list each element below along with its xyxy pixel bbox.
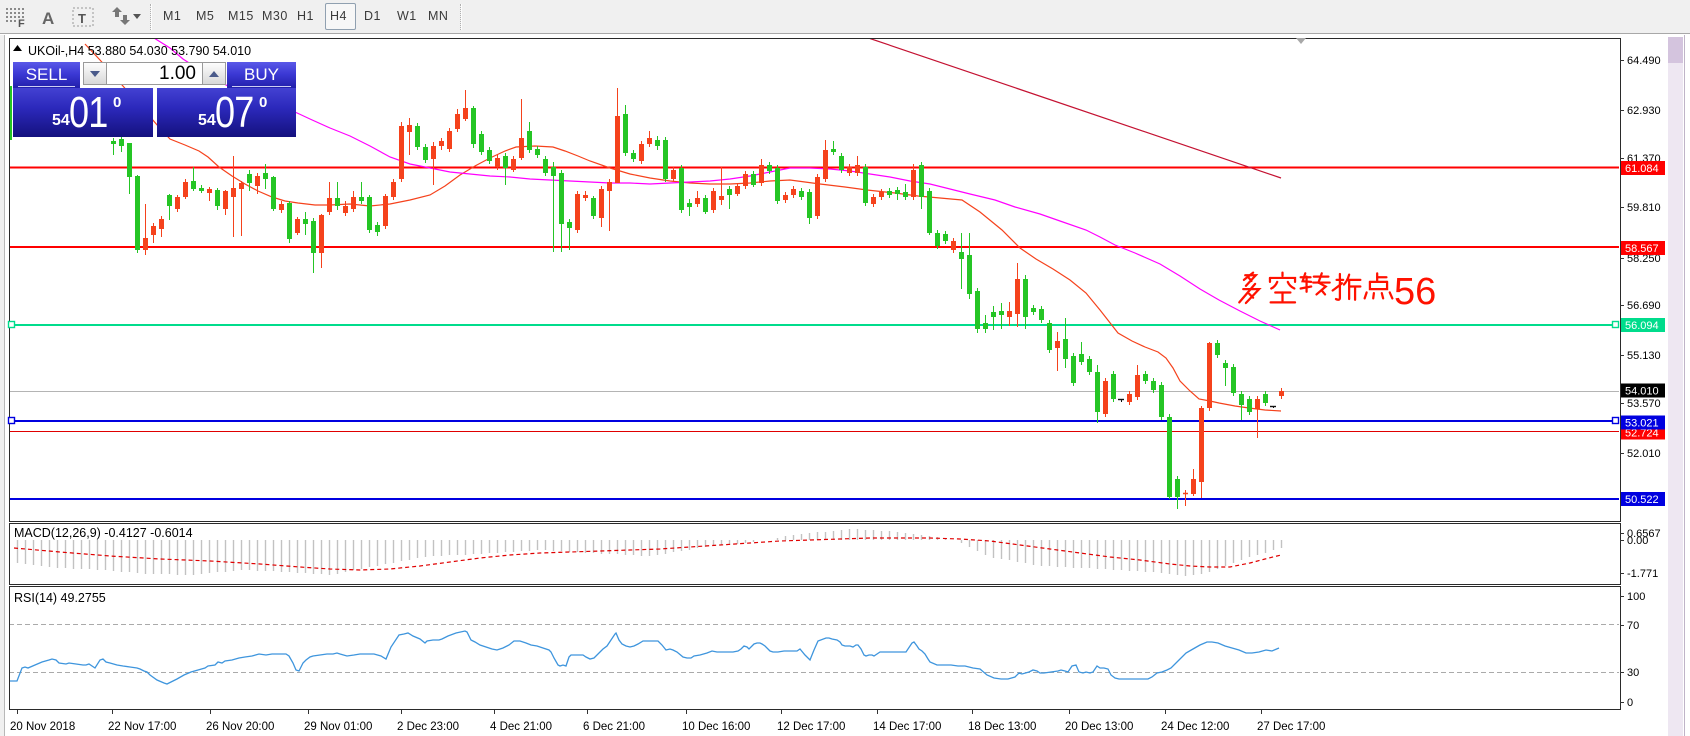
svg-text:0: 0 — [1627, 697, 1633, 709]
svg-text:54.010: 54.010 — [1625, 386, 1659, 398]
svg-text:29 Nov 01:00: 29 Nov 01:00 — [304, 721, 372, 733]
svg-text:58.567: 58.567 — [1625, 243, 1659, 255]
svg-text:24 Dec 12:00: 24 Dec 12:00 — [1161, 721, 1229, 733]
svg-text:0.00: 0.00 — [1627, 535, 1648, 547]
svg-text:RSI(14) 49.2755: RSI(14) 49.2755 — [14, 591, 106, 605]
svg-text:50.522: 50.522 — [1625, 494, 1659, 506]
svg-text:14 Dec 17:00: 14 Dec 17:00 — [873, 721, 941, 733]
svg-text:UKOil-,H4 53.880 54.030 53.79: UKOil-,H4 53.880 54.030 53.790 54.010 — [28, 44, 251, 58]
svg-text:52.724: 52.724 — [1625, 428, 1659, 440]
svg-text:18 Dec 13:00: 18 Dec 13:00 — [968, 721, 1036, 733]
svg-text:100: 100 — [1627, 591, 1645, 603]
svg-text:62.930: 62.930 — [1627, 105, 1661, 117]
svg-text:12 Dec 17:00: 12 Dec 17:00 — [777, 721, 845, 733]
svg-text:56.690: 56.690 — [1627, 300, 1661, 312]
svg-text:58.250: 58.250 — [1627, 253, 1661, 265]
svg-text:-1.771: -1.771 — [1627, 568, 1658, 580]
svg-text:53.021: 53.021 — [1625, 418, 1659, 430]
svg-text:2 Dec 23:00: 2 Dec 23:00 — [397, 721, 459, 733]
svg-text:55.130: 55.130 — [1627, 350, 1661, 362]
svg-text:10 Dec 16:00: 10 Dec 16:00 — [682, 721, 750, 733]
svg-text:20 Dec 13:00: 20 Dec 13:00 — [1065, 721, 1133, 733]
svg-text:F: F — [18, 18, 25, 30]
svg-text:4 Dec 21:00: 4 Dec 21:00 — [490, 721, 552, 733]
svg-text:56.094: 56.094 — [1625, 320, 1659, 332]
svg-text:T: T — [78, 11, 86, 26]
svg-text:6 Dec 21:00: 6 Dec 21:00 — [583, 721, 645, 733]
svg-text:59.810: 59.810 — [1627, 202, 1661, 214]
svg-text:27 Dec 17:00: 27 Dec 17:00 — [1257, 721, 1325, 733]
svg-text:30: 30 — [1627, 667, 1639, 679]
svg-text:52.010: 52.010 — [1627, 448, 1661, 460]
svg-text:22 Nov 17:00: 22 Nov 17:00 — [108, 721, 176, 733]
svg-text:61.084: 61.084 — [1625, 163, 1659, 175]
svg-text:70: 70 — [1627, 620, 1639, 632]
svg-text:MACD(12,26,9) -0.4127 -0.6014: MACD(12,26,9) -0.4127 -0.6014 — [14, 526, 193, 540]
svg-text:26 Nov 20:00: 26 Nov 20:00 — [206, 721, 274, 733]
svg-text:56: 56 — [1394, 271, 1436, 313]
svg-text:53.570: 53.570 — [1627, 398, 1661, 410]
svg-text:64.490: 64.490 — [1627, 55, 1661, 67]
svg-text:20 Nov 2018: 20 Nov 2018 — [10, 721, 75, 733]
svg-text:0.6567: 0.6567 — [1627, 528, 1661, 540]
svg-text:A: A — [42, 9, 54, 28]
